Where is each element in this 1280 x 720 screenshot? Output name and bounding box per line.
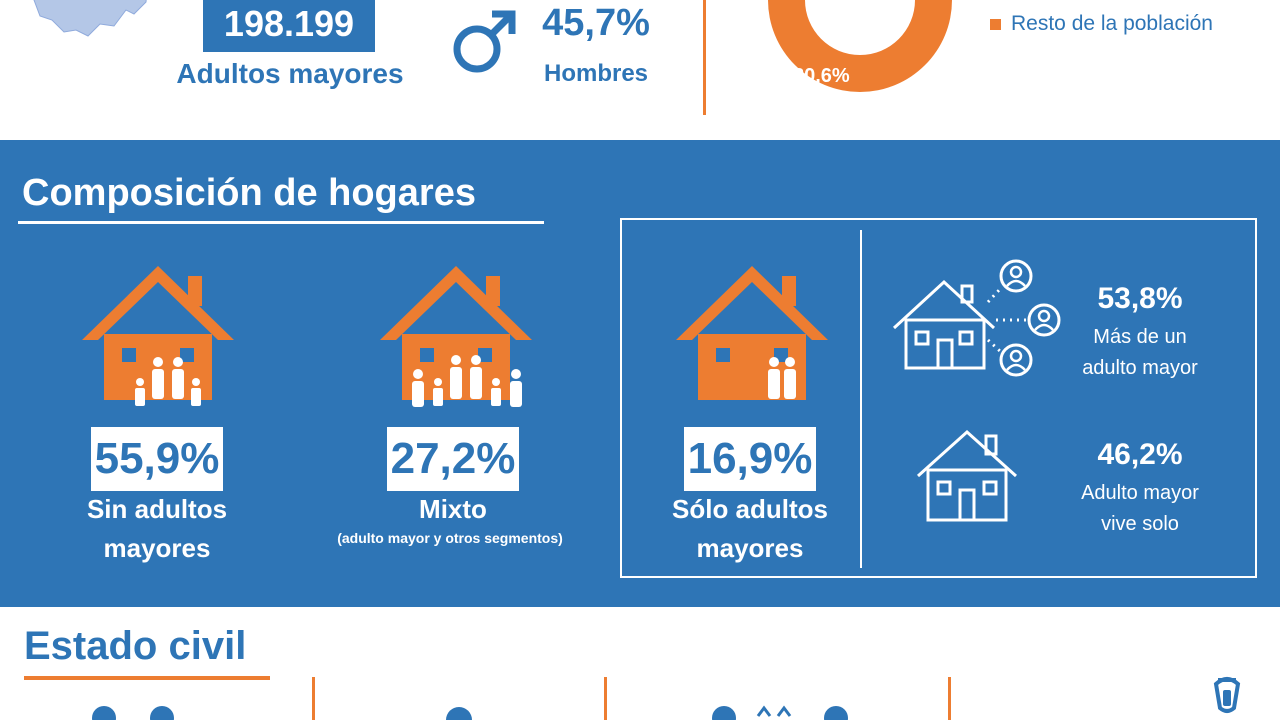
- donut-label: 80,6%: [793, 65, 850, 87]
- divider: [604, 677, 607, 720]
- label-mas-de-un-adulto: Más de un adulto mayor: [1050, 322, 1230, 384]
- title-underline: [24, 676, 270, 680]
- male-percentage: 45,7%: [542, 2, 650, 44]
- separated-couple-icon: [712, 705, 848, 720]
- donut-legend: Resto de la población: [990, 12, 1213, 36]
- adults-count-label: Adultos mayores: [176, 58, 404, 89]
- male-label: Hombres: [543, 60, 649, 87]
- house-family-icon: [82, 266, 234, 406]
- label-line: Sin adultos: [86, 494, 228, 524]
- label-vive-solo: Adulto mayor vive solo: [1050, 478, 1230, 540]
- candle-icon: [1213, 677, 1241, 713]
- label-line: Más de un: [1093, 326, 1187, 348]
- pct-solo-adultos: 16,9%: [684, 427, 816, 491]
- house-multiple-seniors-icon: [892, 259, 1061, 377]
- divider: [703, 0, 706, 115]
- donut-hole: [805, 0, 915, 55]
- title-underline: [18, 221, 544, 224]
- label-sin-adultos: Sin adultos mayores: [57, 490, 257, 568]
- sublabel-mixto: (adulto mayor y otros segmentos): [337, 530, 563, 546]
- label-line: mayores: [696, 533, 804, 563]
- panel-divider: [860, 230, 862, 568]
- region-map-icon: [33, 0, 147, 37]
- label-line: adulto mayor: [1082, 357, 1198, 379]
- label-line: vive solo: [1101, 513, 1179, 535]
- single-person-icon: [446, 707, 472, 720]
- hogares-title: Composición de hogares: [22, 172, 476, 214]
- legend-swatch: [990, 18, 1001, 30]
- adults-count: 198.199: [203, 0, 375, 52]
- solo-adultos-panel: [620, 218, 1257, 578]
- label-line: Sólo adultos: [672, 494, 828, 524]
- couple-icon: [92, 706, 174, 720]
- divider: [312, 677, 315, 720]
- pct-sin-adultos: 55,9%: [91, 427, 223, 491]
- label-line: Adulto mayor: [1081, 482, 1199, 504]
- male-symbol-icon: [453, 10, 516, 73]
- legend-label: Resto de la población: [1011, 12, 1213, 35]
- estado-civil-title: Estado civil: [24, 624, 247, 668]
- pct-mixto: 27,2%: [387, 427, 519, 491]
- pct-mas-de-un-adulto: 53,8%: [1097, 282, 1183, 315]
- label-solo-adultos: Sólo adultos mayores: [650, 490, 850, 568]
- pct-vive-solo: 46,2%: [1097, 438, 1183, 471]
- divider: [948, 677, 951, 720]
- label-line: mayores: [103, 533, 211, 563]
- house-seniors-icon: [676, 266, 828, 400]
- summary-section: 198.199 Adultos mayores 45,7% Hombres 80…: [0, 0, 1280, 140]
- house-alone-icon: [916, 429, 1018, 522]
- house-mixed-family-icon: [380, 266, 532, 407]
- label-mixto: Mixto: [419, 494, 487, 524]
- population-donut-chart: 80,6%: [768, 0, 952, 92]
- hogares-section: [0, 140, 1280, 607]
